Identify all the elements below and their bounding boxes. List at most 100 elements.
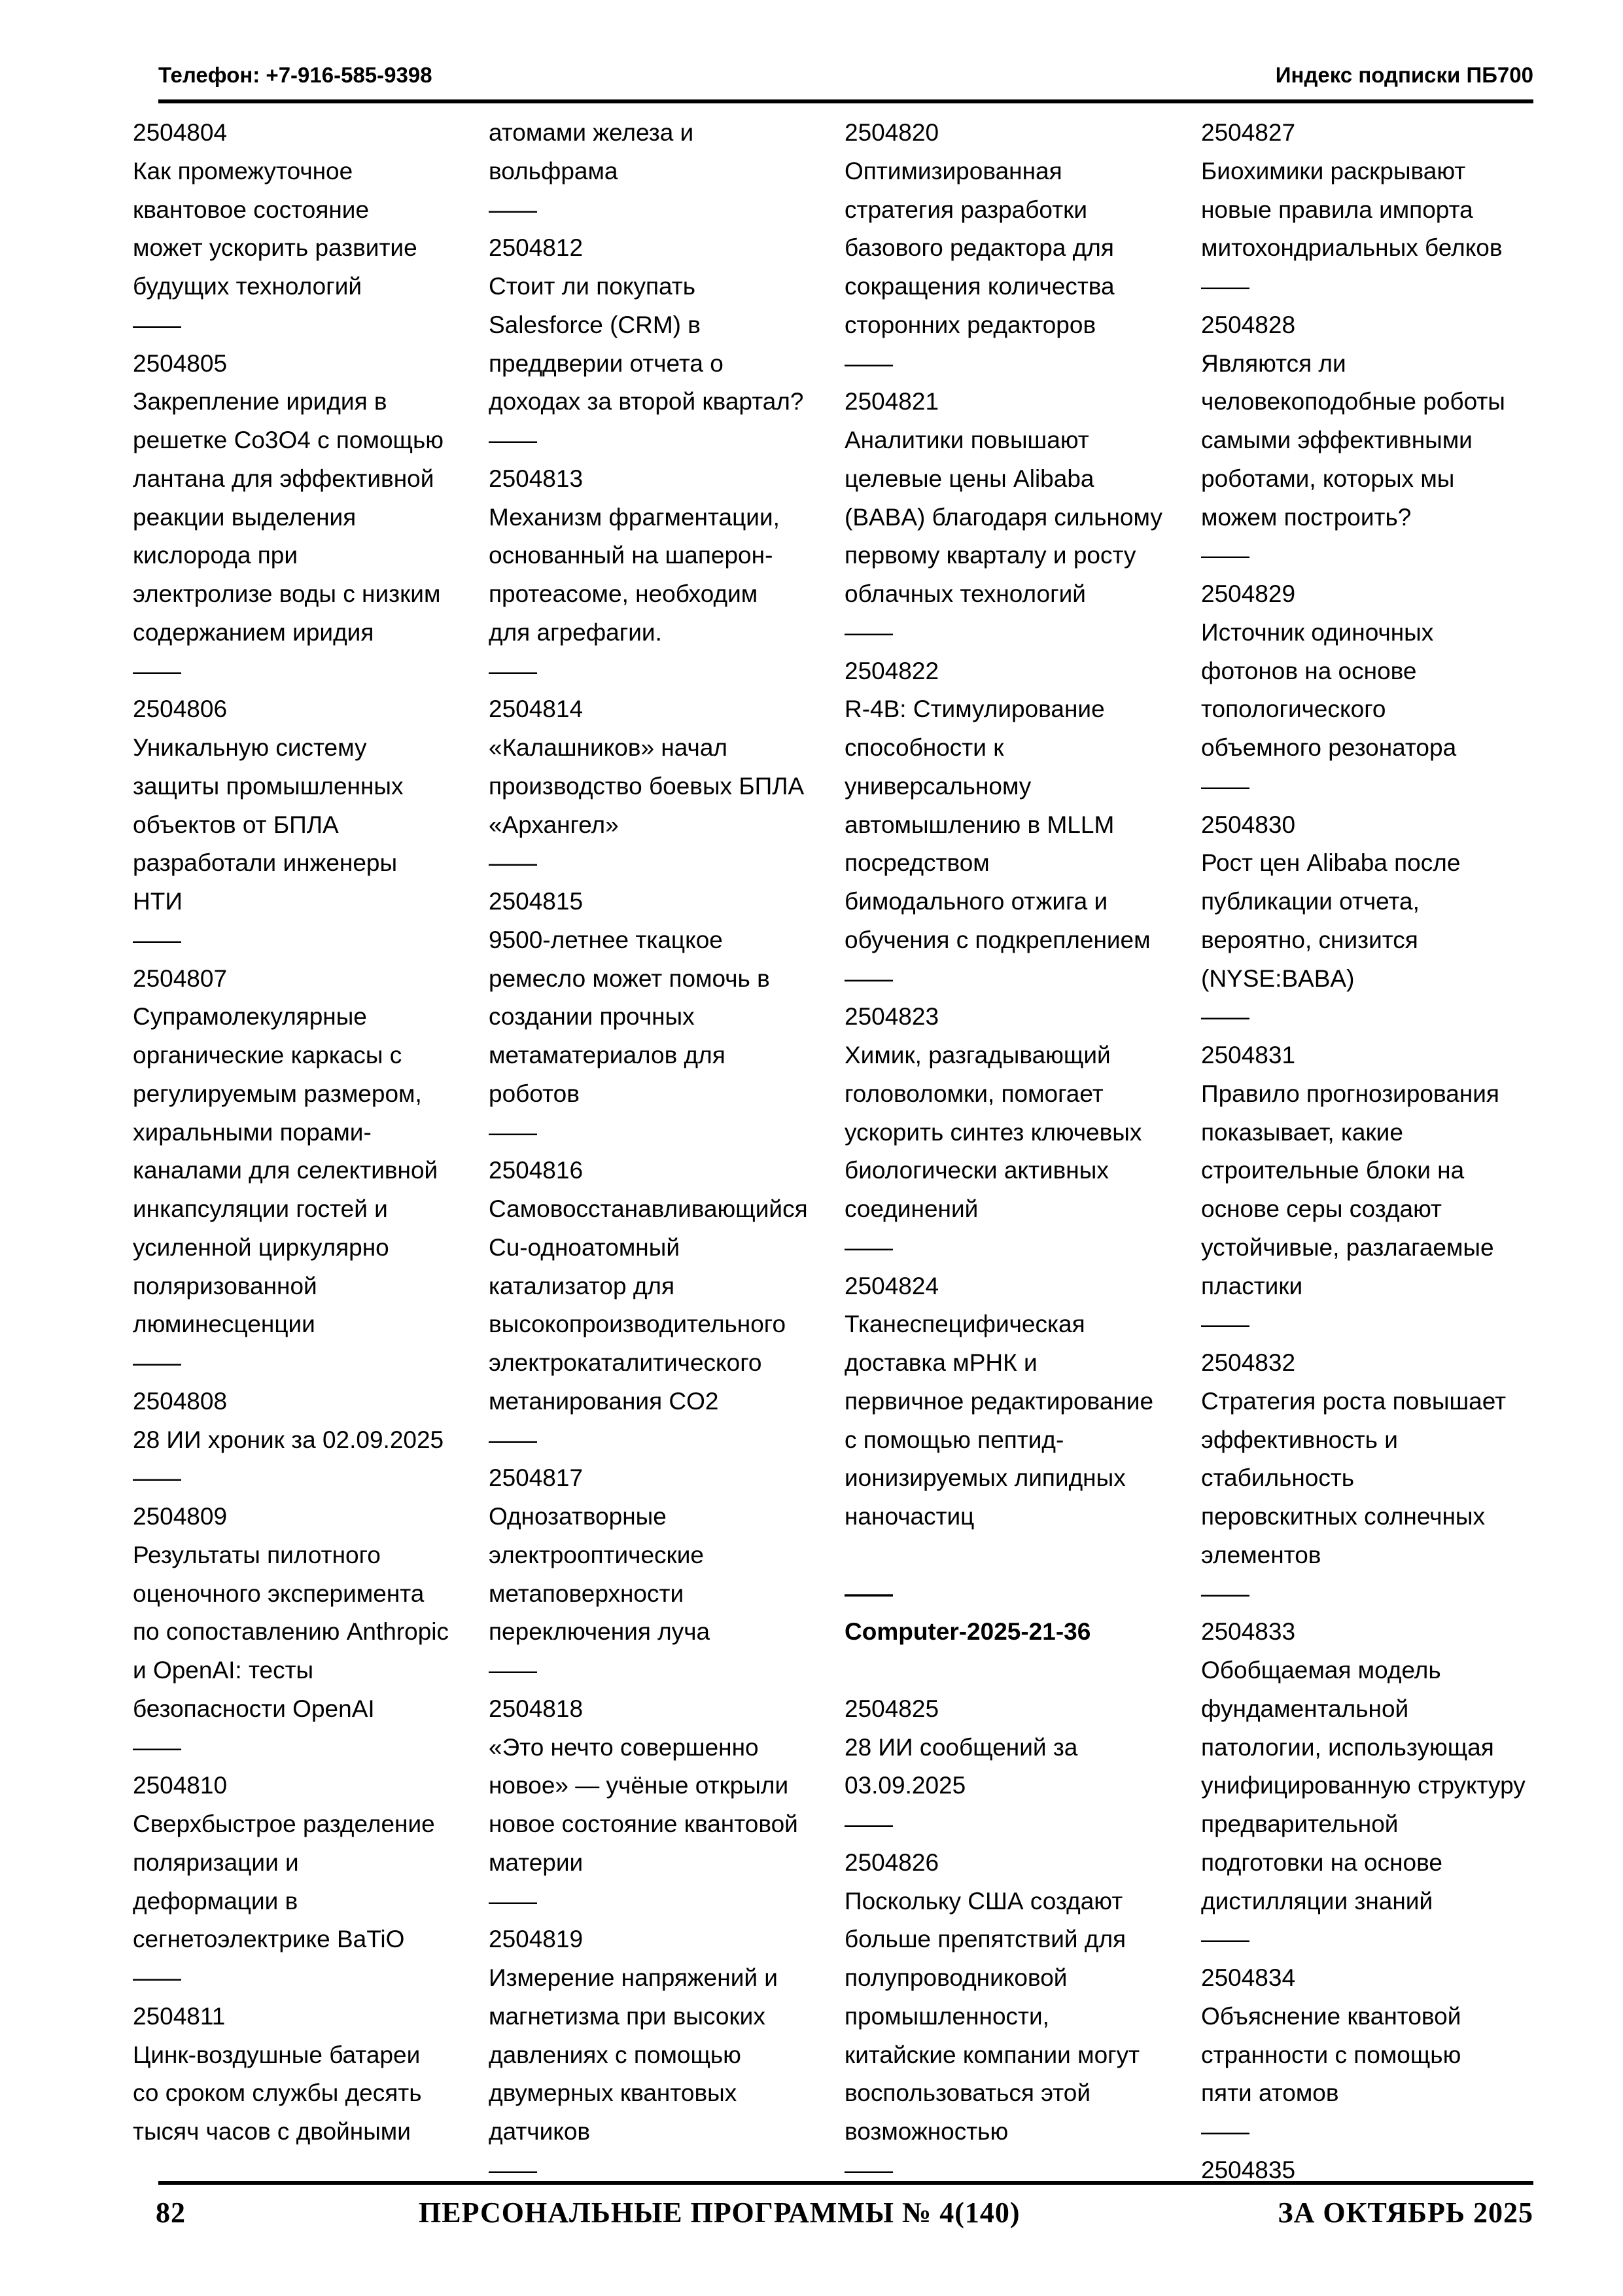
entry-title-line: люминесценции [133,1311,315,1338]
entry-title-line: обучения с подкреплением [845,926,1151,953]
entry-title-line: деформации в [133,1887,298,1915]
entry-separator: —— [133,1733,181,1761]
entry-title-line: топологического [1201,696,1386,723]
entry-title-line: каналами для селективной [133,1157,438,1184]
text-column-1: 2504804 Как промежуточное квантовое состоя… [133,114,480,2151]
entry-separator: —— [489,657,537,684]
entry-title-line: 03.09.2025 [845,1772,966,1799]
entry-title-line: и OpenAI: тесты [133,1657,314,1684]
entry-separator: —— [133,657,181,684]
entry-title-line: со сроком службы десять [133,2079,422,2107]
entry-title-line: посредством [845,849,990,877]
entry-title-line: роботов [489,1080,580,1107]
entry-title-line: публикации отчета, [1201,888,1420,915]
entry-title-line: с помощью пептид- [845,1426,1064,1453]
entry-title-line: облачных технологий [845,580,1086,607]
entry-separator: —— [489,1118,537,1146]
page-number: 82 [156,2197,186,2229]
entry-title-line: R-4B: Стимулирование [845,696,1105,723]
entry-title-line: органические каркасы с [133,1042,402,1069]
footer-divider [158,2181,1533,2185]
entry-id: 2504823 [845,1003,939,1031]
entry-id: 2504832 [1201,1349,1296,1376]
entry-title-line: Salesforce (CRM) в [489,311,701,338]
entry-title-line: основе серы создают [1201,1195,1442,1222]
entry-title-line: реакции выделения [133,503,357,531]
entry-title-line: объемного резонатора [1201,734,1457,761]
entry-title-line: предварительной [1201,1810,1399,1837]
entry-title-line: Cu-одноатомный [489,1233,680,1261]
entry-title-line: новое состояние квантовой [489,1810,798,1837]
entry-title-line: поляризации и [133,1848,299,1876]
entry-title-line: головоломки, помогает [845,1080,1104,1107]
entry-id: 2504817 [489,1464,584,1492]
entry-title-line: атомами железа и [489,119,694,146]
entry-title-line: оценочного эксперимента [133,1580,425,1607]
entry-title-line: стабильность [1201,1464,1355,1492]
entry-title-line: усиленной циркулярно [133,1233,389,1261]
entry-separator: —— [1201,1926,1249,1953]
entry-title-line: безопасности OpenAI [133,1695,375,1722]
entry-id: 2504815 [489,888,584,915]
entry-separator: —— [489,196,537,223]
entry-separator: —— [845,1233,893,1261]
entry-title-line: биологически активных [845,1157,1109,1184]
entry-separator: —— [1201,2118,1249,2145]
entry-title-line: бимодального отжига и [845,888,1108,915]
entry-separator: —— [133,1964,181,1991]
entry-title-line: 28 ИИ хроник за 02.09.2025 [133,1426,444,1453]
entry-title-line: метаматериалов для [489,1042,725,1069]
entry-id: 2504820 [845,119,939,146]
entry-title-line: Источник одиночных [1201,618,1434,646]
entry-separator: —— [489,849,537,877]
entry-title-line: «Архангел» [489,811,619,838]
entry-id: 2504835 [1201,2156,1296,2183]
entry-title-line: первичное редактирование [845,1387,1154,1415]
entry-title-line: китайские компании могут [845,2041,1140,2068]
entry-title-line: перовскитных солнечных [1201,1503,1485,1530]
entry-title-line: сегнетоэлектрике BaTiO [133,1926,405,1953]
entry-title-line: катализатор для [489,1272,675,1299]
entry-title-line: новое» — учёные открыли [489,1772,789,1799]
entry-separator: —— [489,2156,537,2183]
entry-title-line: полупроводниковой [845,1964,1068,1991]
section-separator: —— [845,1580,893,1607]
entry-title-line: строительные блоки на [1201,1157,1465,1184]
entry-id: 2504824 [845,1272,939,1299]
entry-separator: —— [845,618,893,646]
entry-title-line: возможностью [845,2118,1009,2145]
entry-title-line: стратегия разработки [845,196,1087,223]
entry-title-line: Рост цен Alibaba после [1201,849,1461,877]
entry-title-line: Правило прогнозирования [1201,1080,1499,1107]
entry-title-line: пяти атомов [1201,2079,1339,2107]
entry-separator: —— [1201,1003,1249,1031]
entry-title-line: вольфрама [489,157,618,185]
entry-title-line: вероятно, снизится [1201,926,1418,953]
blank-line [845,1651,1191,1690]
entry-title-line: ускорить синтез ключевых [845,1118,1142,1146]
text-column-4: 2504827 Биохимики раскрывают новые правила… [1201,114,1548,2190]
entry-title-line: показывает, какие [1201,1118,1403,1146]
entry-id: 2504805 [133,349,228,377]
entry-separator: —— [1201,542,1249,569]
entry-id: 2504822 [845,657,939,684]
entry-title-line: устойчивые, разлагаемые [1201,1233,1494,1261]
blank-line [845,1536,1191,1575]
entry-id: 2504821 [845,388,939,415]
entry-title-line: Однозатворные [489,1503,667,1530]
entry-title-line: универсальному [845,772,1032,800]
entry-title-line: роботами, которых мы [1201,465,1455,492]
entry-title-line: решетке Co3O4 с помощью [133,427,444,453]
entry-id: 2504819 [489,1926,584,1953]
entry-title-line: Измерение напряжений и [489,1964,778,1991]
entry-separator: —— [1201,772,1249,800]
entry-title-line: по сопоставлению Anthropic [133,1618,449,1646]
entry-separator: —— [489,1657,537,1684]
entry-separator: —— [845,964,893,992]
entry-title-line: регулируемым размером, [133,1080,422,1107]
entry-title-line: (BABA) благодаря сильному [845,503,1162,531]
entry-title-line: высокопроизводительного [489,1311,786,1338]
entry-title-line: метанирования CO2 [489,1387,719,1415]
entry-separator: —— [133,926,181,953]
entry-id: 2504810 [133,1772,228,1799]
